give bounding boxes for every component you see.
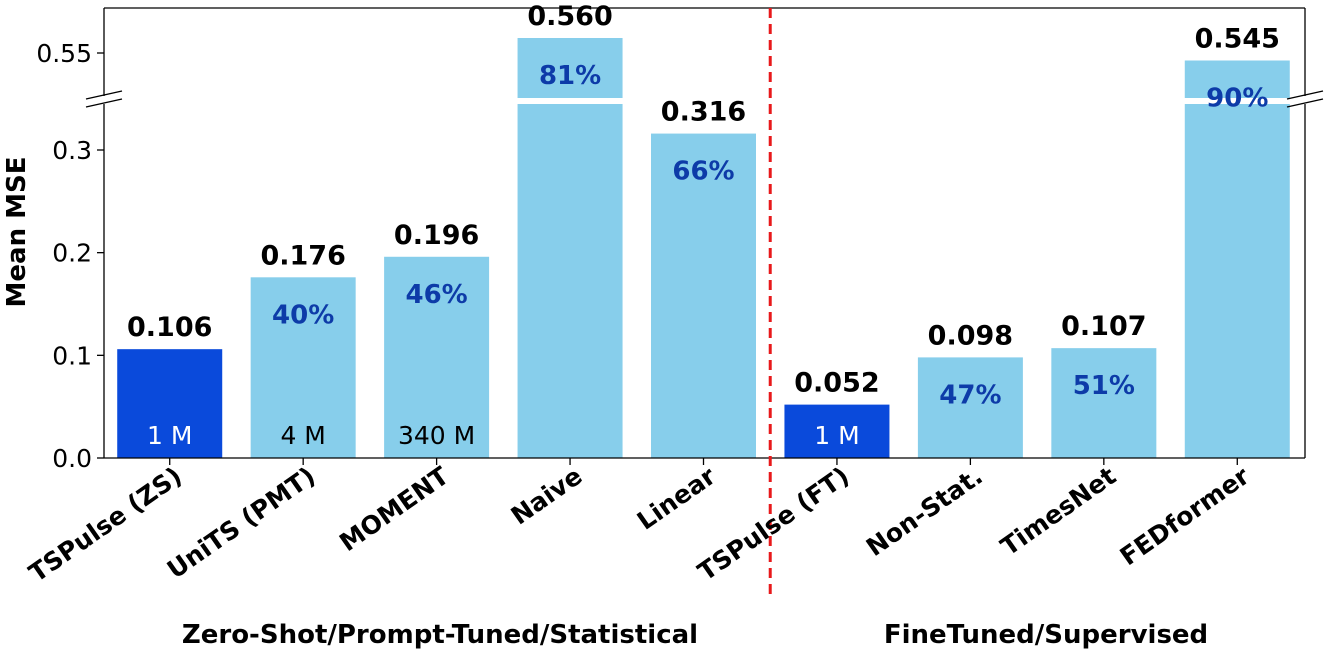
break-mark-right-1	[1286, 90, 1324, 100]
value-label: 0.560	[527, 1, 612, 32]
y-axis-label: Mean MSE	[2, 157, 32, 308]
ytick-label: 0.1	[52, 341, 92, 370]
improvement-label: 46%	[405, 280, 467, 310]
value-label: 0.176	[260, 240, 345, 271]
param-label: 4 M	[280, 421, 325, 450]
ytick-label: 0.2	[52, 239, 92, 268]
value-label: 0.107	[1061, 311, 1146, 342]
param-label: 340 M	[398, 421, 475, 450]
improvement-label: 66%	[672, 157, 734, 187]
bar-1	[250, 277, 356, 458]
xtick-label: Naive	[506, 461, 588, 530]
xtick-label: UniTS (PMT)	[162, 461, 321, 584]
break-mark-left-1	[85, 90, 123, 100]
axis-break-gap	[105, 98, 1304, 104]
improvement-label: 47%	[939, 380, 1001, 410]
value-label: 0.545	[1195, 24, 1280, 55]
param-label: 1 M	[814, 421, 859, 450]
xtick-label: Non-Stat.	[861, 461, 988, 562]
break-mark-right-2	[1286, 98, 1324, 108]
value-label: 0.098	[928, 320, 1013, 351]
break-mark-left-2	[85, 98, 123, 108]
bar-5	[784, 404, 890, 458]
value-label: 0.052	[794, 368, 879, 399]
improvement-label: 81%	[539, 61, 601, 91]
value-label: 0.316	[661, 97, 746, 128]
bar-7	[1051, 348, 1157, 458]
value-label: 0.196	[394, 220, 479, 251]
ytick-label: 0.0	[52, 444, 92, 473]
group-label: FineTuned/Supervised	[884, 620, 1208, 650]
value-label: 0.106	[127, 312, 212, 343]
xtick-label: Linear	[632, 461, 722, 536]
param-label: 1 M	[147, 421, 192, 450]
bar-8	[1184, 60, 1290, 458]
ytick-label: 0.55	[36, 39, 92, 68]
bar-6	[917, 357, 1023, 458]
group-label: Zero-Shot/Prompt-Tuned/Statistical	[182, 620, 698, 650]
xtick-label: TimesNet	[995, 461, 1121, 561]
ytick-label: 0.3	[52, 136, 92, 165]
bar-2	[384, 256, 490, 458]
xtick-label: TSPulse (ZS)	[24, 461, 187, 588]
improvement-label: 90%	[1206, 84, 1268, 114]
improvement-label: 51%	[1073, 371, 1135, 401]
improvement-label: 40%	[272, 300, 334, 330]
bar-4	[651, 133, 756, 458]
bar-0	[117, 349, 223, 458]
xtick-label: MOMENT	[334, 461, 454, 557]
bar-3	[517, 38, 623, 458]
xtick-label: FEDformer	[1115, 461, 1256, 572]
